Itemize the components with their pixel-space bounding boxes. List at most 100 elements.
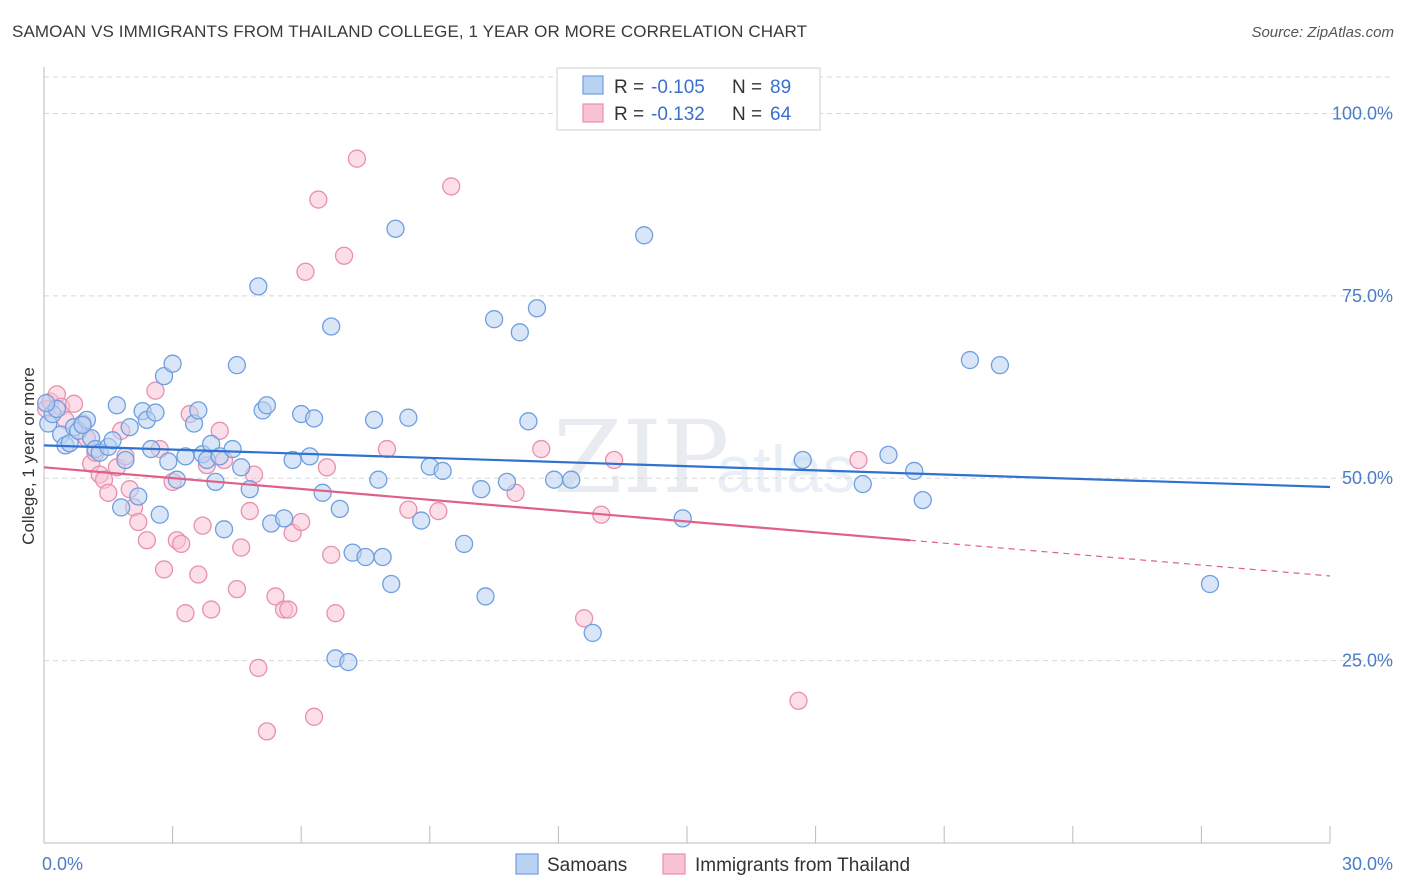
samoans-point-58 <box>373 547 392 567</box>
samoans-point-15 <box>116 450 135 470</box>
samoans-point-72 <box>527 299 547 318</box>
thailand-point-29 <box>193 516 212 535</box>
samoans-point-37 <box>227 356 247 375</box>
thailand-point-42 <box>279 600 298 619</box>
thailand-point-40 <box>266 587 285 606</box>
thailand-point-63 <box>849 450 868 470</box>
axes <box>43 67 1331 844</box>
samoans-point-45 <box>283 450 302 470</box>
samoans-point-76 <box>634 226 654 245</box>
samoans-point-64 <box>433 461 452 481</box>
thailand-point-32 <box>210 421 229 440</box>
x-tick-label-1: 30.0% <box>1342 854 1393 874</box>
legend-label-samoans: Samoans <box>547 855 627 876</box>
samoans-point-13 <box>107 396 127 415</box>
samoans-point-61 <box>399 408 418 427</box>
samoans-point-14 <box>112 498 131 517</box>
samoans-point-23 <box>154 366 174 386</box>
samoans-point-24 <box>159 452 178 471</box>
samoans-point-62 <box>412 511 431 530</box>
thailand-point-49 <box>322 545 341 564</box>
thailand-point-61 <box>604 450 624 470</box>
samoans-point-21 <box>146 403 165 422</box>
samoans-point-35 <box>214 520 234 539</box>
samoans-point-88 <box>103 431 122 450</box>
tick-labels: 100.0% 75.0% 50.0% 25.0% 0.0% 30.0% <box>42 103 1393 874</box>
thailand-point-46 <box>304 707 324 726</box>
source-label: Source: ZipAtlas.com <box>1251 24 1394 41</box>
samoans-point-56 <box>364 410 384 430</box>
samoans-point-77 <box>673 509 692 528</box>
legend-swatch-samoans <box>515 853 539 875</box>
legend: Samoans Immigrants from Thailand <box>515 853 910 876</box>
samoans-point-87 <box>73 415 92 435</box>
samoans-point-71 <box>519 412 538 431</box>
thailand-point-58 <box>532 439 551 459</box>
samoans-point-48 <box>304 409 324 428</box>
samoans-point-38 <box>232 458 251 477</box>
thailand-trend-line <box>43 466 910 542</box>
samoans-point-32 <box>202 434 221 454</box>
samoans-point-79 <box>853 474 872 494</box>
samoans-point-17 <box>129 487 148 506</box>
y-tick-label-3: 25.0% <box>1342 651 1393 671</box>
thailand-point-38 <box>249 658 268 678</box>
y-axis-label: College, 1 year or more <box>19 367 38 545</box>
legend-swatch-thailand <box>662 853 686 875</box>
thailand-point-28 <box>189 565 208 584</box>
thailand-point-54 <box>399 500 418 519</box>
thailand-point-51 <box>334 246 354 265</box>
stats-r-label-samoans: R = <box>614 77 644 98</box>
thailand-point-39 <box>257 722 277 741</box>
samoans-point-70 <box>510 323 529 342</box>
samoans-point-29 <box>189 401 208 420</box>
samoans-point-84 <box>990 356 1010 375</box>
thailand-point-25 <box>172 534 191 554</box>
thailand-point-31 <box>202 600 221 619</box>
thailand-point-34 <box>227 579 247 599</box>
samoans-point-36 <box>223 439 242 459</box>
samoans-point-75 <box>583 623 602 643</box>
stats-n-value-thailand: 64 <box>770 104 792 125</box>
samoans-point-49 <box>313 483 332 502</box>
thailand-point-44 <box>292 512 311 532</box>
samoans-point-73 <box>544 470 564 489</box>
thailand-point-26 <box>176 604 195 623</box>
y-tick-label-2: 50.0% <box>1342 468 1393 488</box>
thailand-point-45 <box>296 262 315 281</box>
samoans-point-65 <box>454 534 474 554</box>
samoans-point-52 <box>330 499 349 519</box>
y-tick-label-0: 100.0% <box>1332 103 1393 123</box>
samoans-point-78 <box>793 450 812 470</box>
thailand-point-35 <box>232 538 251 557</box>
samoans-point-42 <box>257 396 277 415</box>
samoans-point-59 <box>382 574 401 594</box>
stats-n-label-thailand: N = <box>732 104 762 125</box>
thailand-point-20 <box>146 381 165 400</box>
thailand-point-12 <box>99 483 118 502</box>
stats-n-value-samoans: 89 <box>770 77 791 98</box>
samoans-point-60 <box>386 219 405 238</box>
samoans-point-40 <box>249 277 268 296</box>
thailand-point-59 <box>574 609 594 628</box>
thailand-point-53 <box>377 439 397 459</box>
thailand-point-50 <box>326 604 345 623</box>
thailand-point-19 <box>137 531 157 550</box>
watermark: ZIP atlas <box>553 399 855 516</box>
thailand-point-62 <box>789 691 808 710</box>
samoans-point-67 <box>476 587 495 606</box>
samoans-point-68 <box>484 310 504 329</box>
legend-label-thailand: Immigrants from Thailand <box>695 855 910 876</box>
samoans-point-81 <box>905 461 924 481</box>
thailand-point-5 <box>64 394 84 413</box>
stats-swatch-samoans <box>582 75 604 95</box>
thailand-point-55 <box>429 501 448 521</box>
x-tick-label-0: 0.0% <box>42 854 83 874</box>
samoans-point-74 <box>562 470 581 489</box>
samoans-point-82 <box>913 490 932 510</box>
samoans-point-85 <box>1200 574 1220 594</box>
thailand-point-52 <box>347 149 367 168</box>
chart-title: SAMOAN VS IMMIGRANTS FROM THAILAND COLLE… <box>12 22 808 41</box>
watermark-zip: ZIP <box>553 399 729 516</box>
